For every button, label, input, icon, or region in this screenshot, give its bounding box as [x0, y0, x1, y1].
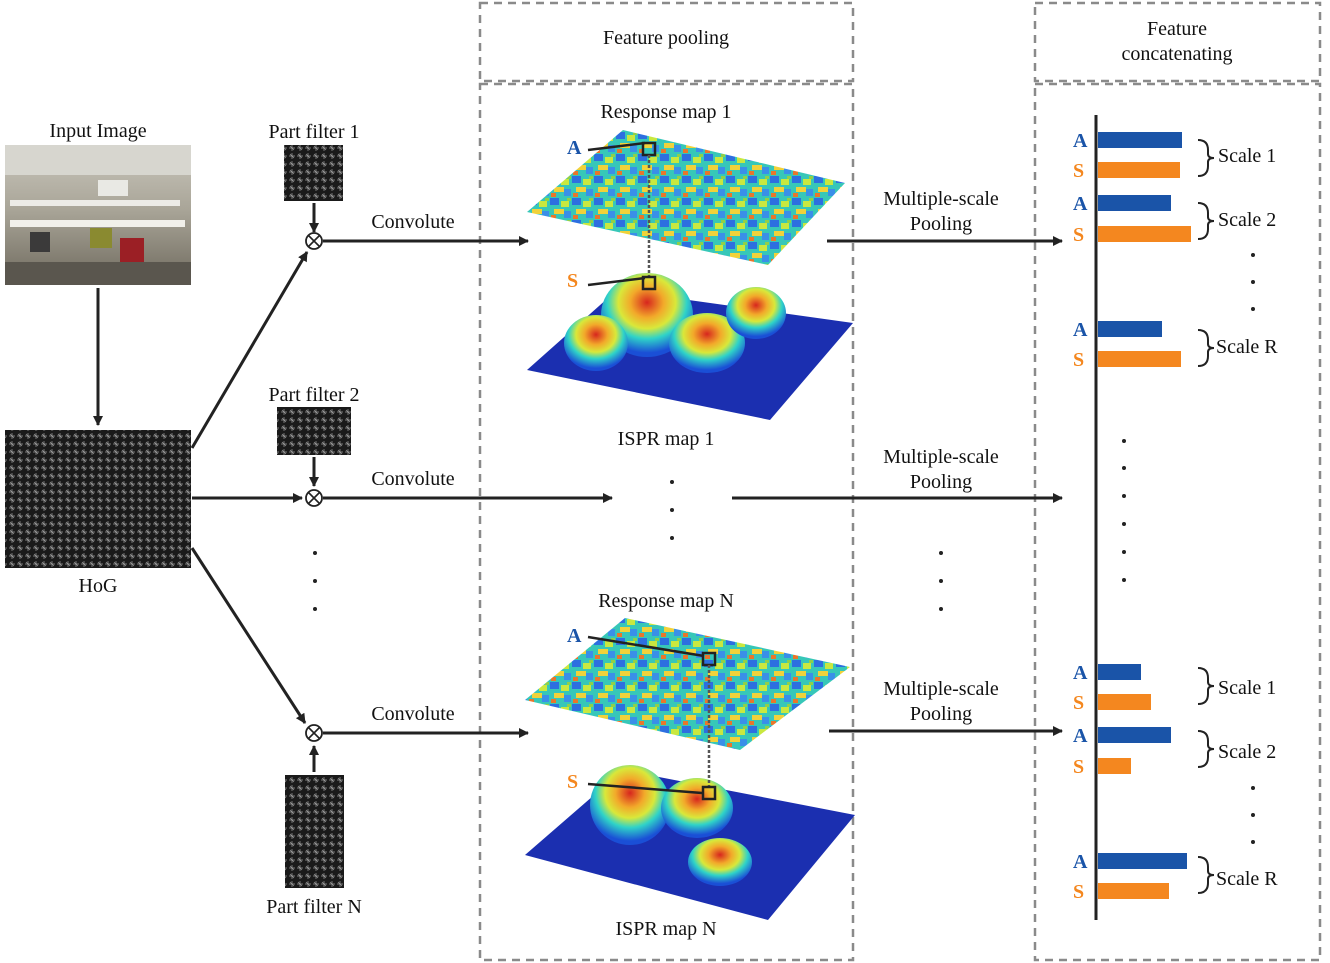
feature-pooling-header-box: [478, 1, 855, 83]
convolute-label-2: Convolute: [371, 468, 454, 490]
scale-braces-group-1: [1197, 139, 1215, 367]
scale-1-label-group-1: Scale 1: [1218, 145, 1276, 167]
arrow-hog-to-opN: [190, 547, 307, 724]
feature-bar-a: [1098, 132, 1182, 148]
mapN-connectors: [587, 635, 717, 801]
map-ellipsis: [670, 480, 674, 540]
feature-bar-tag-a: A: [1073, 725, 1088, 747]
map1-connectors: [587, 141, 657, 291]
part-filter-2-label: Part filter 2: [268, 384, 359, 406]
part-filter-1-label: Part filter 1: [268, 121, 359, 143]
ispr-map-1-label: ISPR map 1: [618, 428, 715, 450]
part-filter-n-image: [285, 775, 344, 888]
part-filter-2-image: [277, 407, 351, 455]
convolute-arrows: [323, 236, 613, 738]
response-map-n: [525, 618, 850, 750]
feature-bar-tag-a: A: [1073, 319, 1088, 341]
arrow-hog-to-op1: [190, 251, 309, 449]
vector-ellipsis: [1122, 439, 1126, 582]
feature-bar-tag-a: A: [1073, 193, 1088, 215]
pooling-1-line1: Multiple-scale: [883, 188, 999, 210]
feature-bar-s: [1098, 883, 1169, 899]
pooling-2-line1: Multiple-scale: [883, 446, 999, 468]
feature-concat-section: [1033, 1, 1322, 962]
feature-bar-a: [1098, 321, 1162, 337]
feature-bar-s: [1098, 226, 1191, 242]
pooling-1-line2: Pooling: [910, 213, 972, 235]
feature-bar-tag-s: S: [1073, 160, 1084, 182]
feature-concat-header-box: [1033, 1, 1322, 83]
feature-pooling-title: Feature pooling: [603, 27, 729, 49]
scale-ellipsis-group-1: [1251, 253, 1255, 311]
scale-1-label-group-n: Scale 1: [1218, 677, 1276, 699]
feature-bar-s: [1098, 351, 1181, 367]
pooling-arrows: [732, 236, 1063, 736]
feature-bar-s: [1098, 758, 1131, 774]
convolution-op-n: [305, 724, 323, 742]
hog-arrows: [190, 203, 319, 772]
scale-r-label-group-1: Scale R: [1216, 336, 1278, 358]
feature-bar-s: [1098, 694, 1151, 710]
ispr-map-n-label: ISPR map N: [615, 918, 716, 940]
response-map-1: [527, 130, 845, 265]
scale-ellipsis-group-n: [1251, 786, 1255, 844]
feature-pooling-body-box: [478, 82, 855, 962]
hog-label: HoG: [79, 575, 118, 597]
scale-braces-group-n: [1197, 667, 1215, 894]
scale-2-label-group-1: Scale 2: [1218, 209, 1276, 231]
feature-bar-a: [1098, 853, 1187, 869]
feature-concat-body-box: [1033, 82, 1322, 962]
input-image: [5, 145, 191, 285]
pooling-2-line2: Pooling: [910, 471, 972, 493]
feature-bar-s: [1098, 162, 1180, 178]
feature-bar-a: [1098, 727, 1171, 743]
feature-bar-tag-a: A: [1073, 130, 1088, 152]
pooling-n-line2: Pooling: [910, 703, 972, 725]
convolute-label-1: Convolute: [371, 211, 454, 233]
response-map-n-label: Response map N: [598, 590, 734, 612]
feature-pooling-section: [478, 1, 855, 962]
scale-2-label-group-n: Scale 2: [1218, 741, 1276, 763]
feature-bar-tag-s: S: [1073, 692, 1084, 714]
part-filter-n-label: Part filter N: [266, 896, 362, 918]
feature-bar-tag-s: S: [1073, 756, 1084, 778]
feature-concat-title-1: Feature: [1147, 18, 1207, 40]
mapN-tag-a: A: [567, 625, 582, 647]
input-image-label: Input Image: [49, 120, 146, 142]
convolution-op-2: [305, 489, 323, 507]
feature-bar-tag-a: A: [1073, 662, 1088, 684]
feature-bar-tag-a: A: [1073, 851, 1088, 873]
convolution-op-1: [305, 232, 323, 250]
ispr-map-1: [527, 273, 853, 420]
pooling-n-line1: Multiple-scale: [883, 678, 999, 700]
part-filter-1-image: [284, 145, 343, 201]
feature-bar-a: [1098, 195, 1171, 211]
feature-concat-title-2: concatenating: [1121, 43, 1232, 65]
scale-r-label-group-n: Scale R: [1216, 868, 1278, 890]
hog-image: [5, 430, 191, 568]
map1-tag-s: S: [567, 270, 578, 292]
filter-ellipsis: [313, 551, 317, 611]
feature-bar-tag-s: S: [1073, 224, 1084, 246]
map1-tag-a: A: [567, 137, 582, 159]
pool-ellipsis: [939, 551, 943, 611]
mapN-tag-s: S: [567, 771, 578, 793]
convolute-label-n: Convolute: [371, 703, 454, 725]
response-map-1-label: Response map 1: [600, 101, 731, 123]
feature-bar-tag-s: S: [1073, 349, 1084, 371]
feature-bar-tag-s: S: [1073, 881, 1084, 903]
feature-bar-a: [1098, 664, 1141, 680]
